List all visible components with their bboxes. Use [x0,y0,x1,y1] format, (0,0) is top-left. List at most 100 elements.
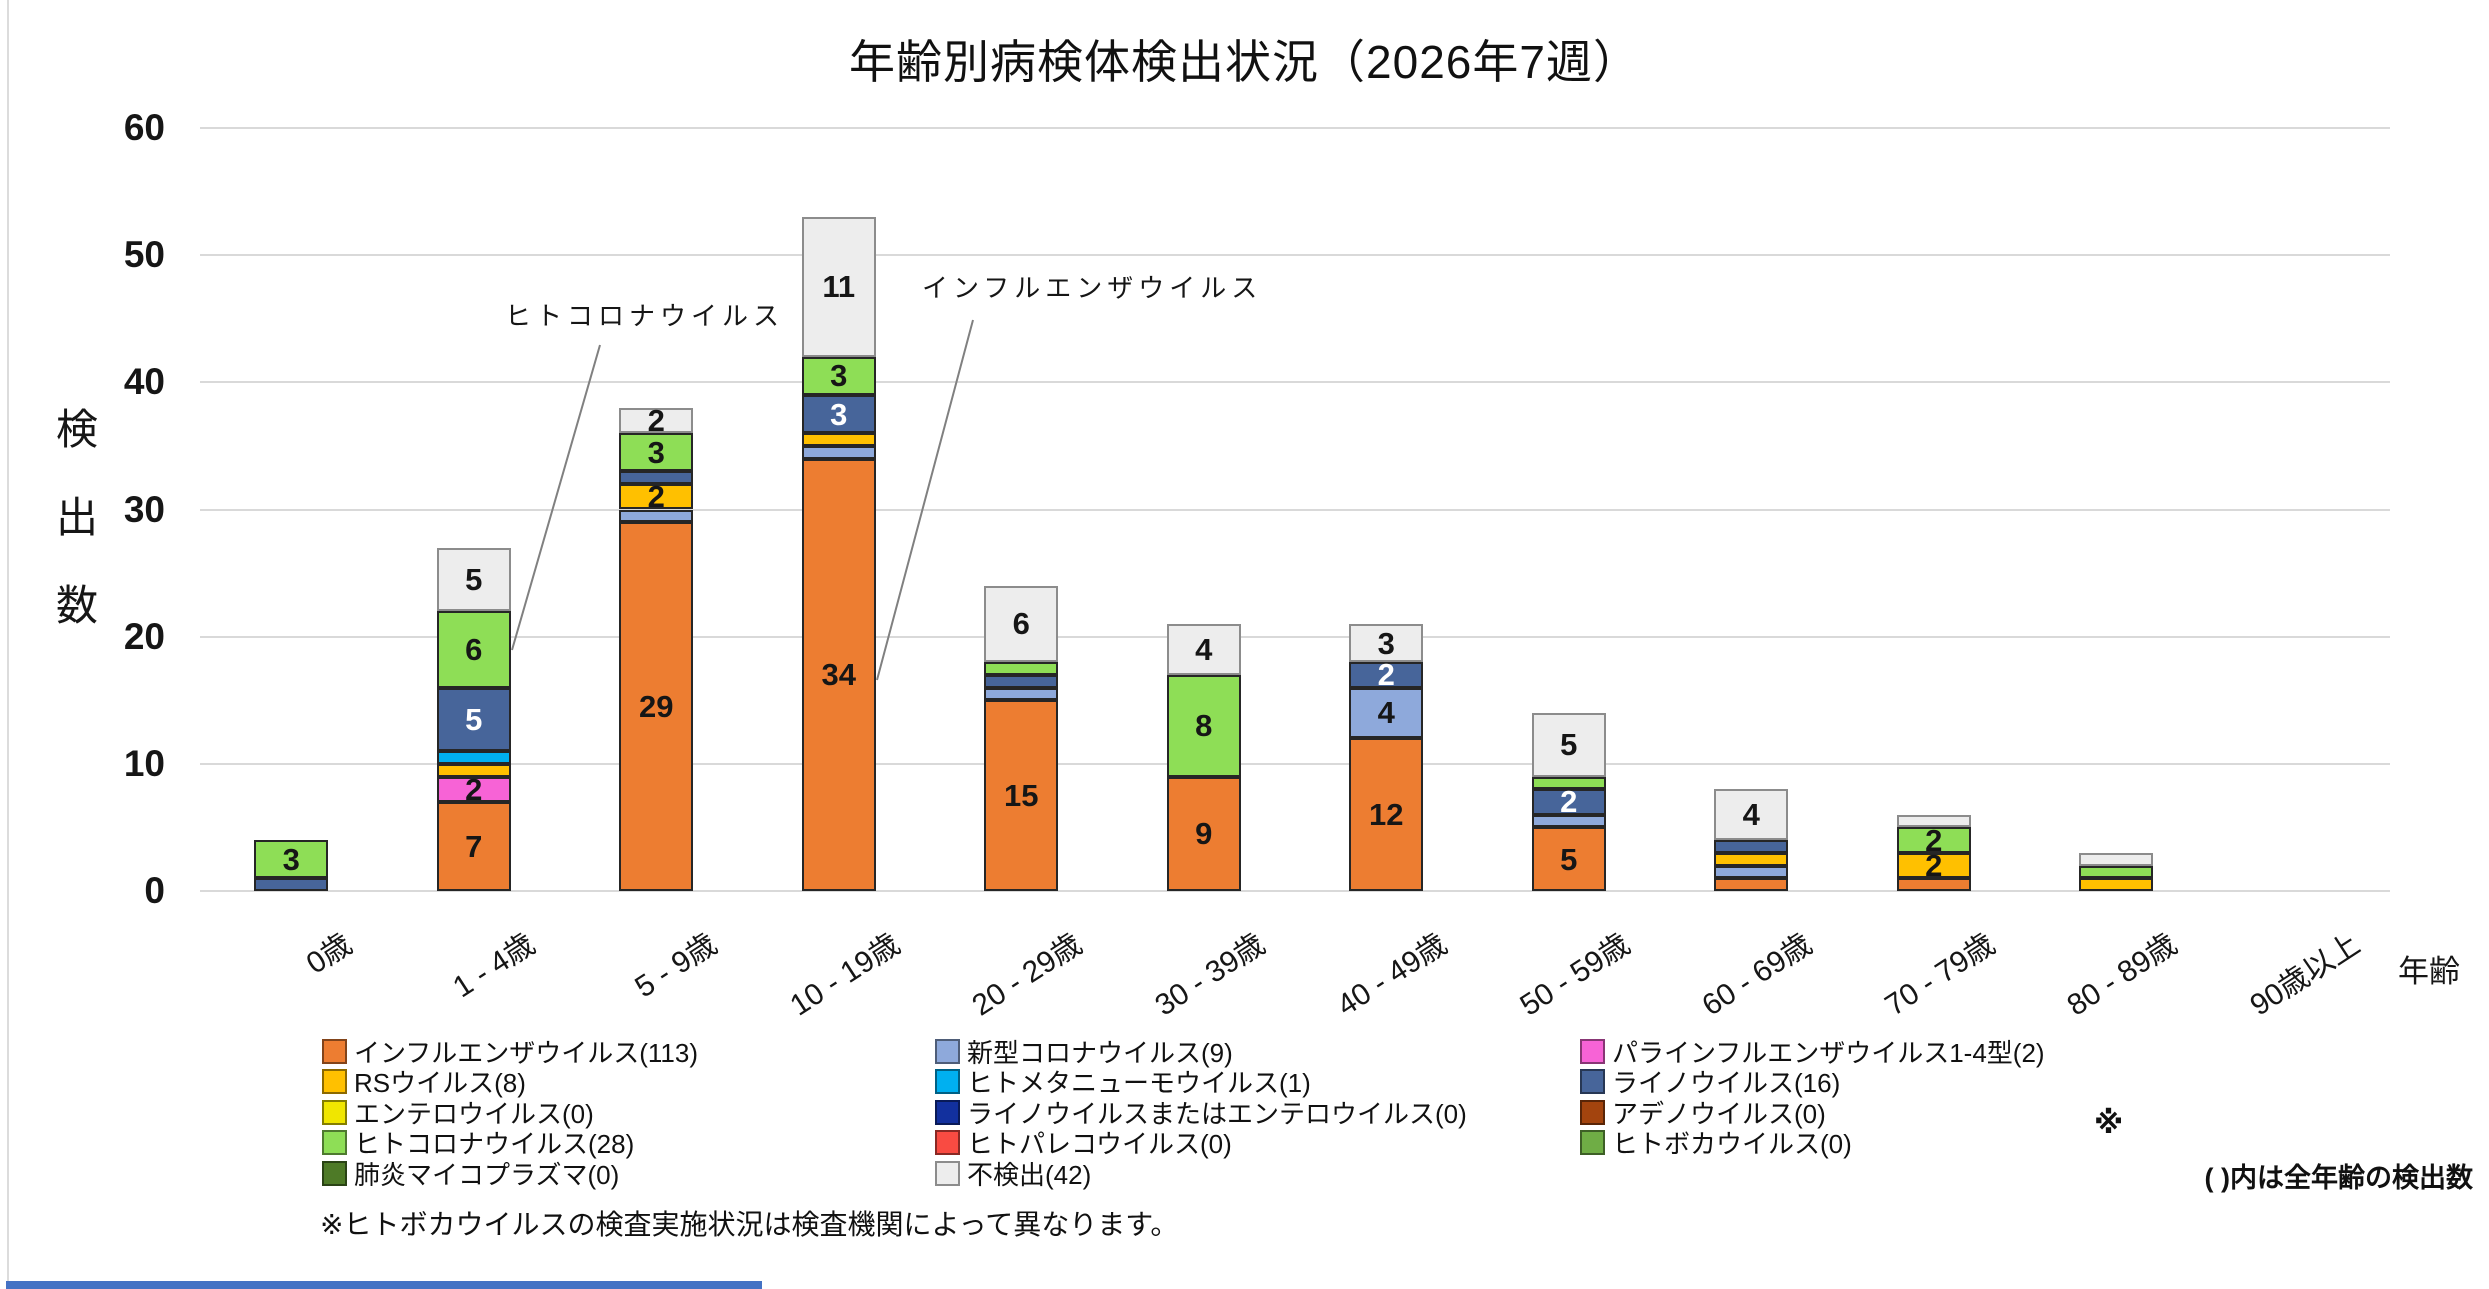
y-axis-title-char: 数 [55,582,98,629]
bar-segment-5-cat-2 [619,471,694,485]
legend-label-4: ヒトメタニューモウイルス(1) [967,1068,1311,1098]
gridline-y-30 [200,508,2390,511]
bar-segment-13-cat-4: 6 [984,585,1059,663]
bar-segment-3-cat-10 [2079,878,2154,891]
bar-segment-1-cat-6: 4 [1349,687,1424,739]
legend-swatch-11 [1580,1130,1605,1155]
leader-line-0 [511,344,601,651]
legend-item-10: ヒトパレコウイルス(0) [935,1128,1232,1159]
x-category-label-10: 80 - 89歳 [2061,927,2184,1023]
x-category-label-0: 0歳 [300,927,359,981]
bar-segment-1-cat-3 [801,445,876,459]
legend-swatch-0 [322,1038,347,1064]
legend-label-1: 新型コロナウイルス(9) [967,1037,1233,1068]
bar-segment-0-cat-4: 15 [984,700,1059,891]
bar-segment-3-cat-9: 2 [1896,850,1971,881]
legend-item-7: ライノウイルスまたはエンテロウイルス(0) [935,1097,1467,1129]
legend-label-11: ヒトボカウイルス(0) [1612,1129,1852,1159]
gridline-y-20 [200,635,2390,638]
x-category-label-11: 90歳以上 [2244,927,2366,1023]
bar-segment-5-cat-0 [254,878,329,891]
legend-item-12: 肺炎マイコプラズマ(0) [322,1158,619,1190]
y-tick-label-30: 30 [123,488,165,530]
bar-segment-3-cat-8 [1714,852,1789,866]
bar-segment-1-cat-2 [619,509,694,523]
legend-item-8: アデノウイルス(0) [1580,1097,1826,1129]
legend-item-9: ヒトコロナウイルス(28) [322,1128,634,1159]
legend-item-0: インフルエンザウイルス(113) [322,1036,698,1068]
legend-swatch-8 [1580,1099,1605,1125]
x-category-label-1: 1 - 4歳 [447,927,541,1005]
y-axis-title-char: 出 [55,494,98,541]
bar-segment-0-cat-2: 29 [619,522,694,891]
y-tick-label-10: 10 [123,742,165,784]
bar-segment-9-cat-2: 3 [619,433,694,472]
legend-label-3: RSウイルス(8) [354,1068,526,1098]
bar-segment-9-cat-9: 2 [1896,824,1971,856]
bar-segment-3-cat-1 [436,763,511,777]
bar-segment-13-cat-2: 2 [619,405,694,436]
gridline-y-40 [200,381,2390,384]
legend-swatch-2 [1580,1038,1605,1064]
legend-asterisk-mark: ※ [2094,1107,2124,1140]
bar-segment-9-cat-7 [1531,776,1606,790]
bar-segment-9-cat-4 [984,662,1059,675]
bar-segment-0-cat-6: 12 [1349,738,1424,891]
legend-item-13: 不検出(42) [935,1158,1091,1190]
bar-segment-0-cat-9 [1896,878,1971,891]
bar-segment-1-cat-7 [1531,814,1606,828]
bar-segment-9-cat-3: 3 [801,356,876,396]
legend-label-0: インフルエンザウイルス(113) [354,1037,698,1068]
legend-swatch-13 [935,1160,960,1186]
legend-label-7: ライノウイルスまたはエンテロウイルス(0) [967,1098,1467,1129]
legend-label-13: 不検出(42) [967,1159,1092,1190]
bar-segment-1-cat-4 [984,687,1059,701]
bar-segment-13-cat-9 [1896,814,1971,828]
legend-swatch-9 [322,1130,347,1155]
annotation-label-0: ヒトコロナウイルス [505,301,785,331]
bar-segment-13-cat-6: 3 [1349,623,1424,663]
bar-segment-5-cat-4 [984,674,1059,688]
y-tick-label-0: 0 [144,870,165,911]
y-tick-label-40: 40 [123,361,165,403]
x-category-label-2: 5 - 9歳 [629,927,724,1005]
legend-item-6: エンテロウイルス(0) [322,1097,594,1129]
x-category-label-7: 50 - 59歳 [1514,927,1636,1023]
legend-item-3: RSウイルス(8) [322,1067,526,1098]
bar-segment-0-cat-8 [1714,878,1789,891]
bar-segment-0-cat-5: 9 [1166,776,1241,891]
bar-segment-0-cat-3: 34 [801,458,876,891]
legend-label-5: ライノウイルス(16) [1612,1068,1841,1098]
legend-label-2: パラインフルエンザウイルス1-4型(2) [1612,1037,2045,1068]
bar-segment-13-cat-3: 11 [801,217,876,357]
chart-title: 年齢別病検体検出状況（2026年7週） [849,36,1640,88]
bar-segment-5-cat-8 [1714,840,1789,853]
legend-swatch-3 [322,1069,347,1094]
bar-segment-13-cat-7: 5 [1531,712,1606,777]
bar-segment-9-cat-1: 6 [436,611,511,688]
gridline-y-10 [200,762,2390,765]
bar-segment-3-cat-2: 2 [619,481,694,513]
legend-item-4: ヒトメタニューモウイルス(1) [935,1067,1311,1098]
bar-segment-9-cat-0: 3 [254,840,329,879]
y-axis-title: 検出数 [42,396,112,660]
bar-segment-0-cat-7: 5 [1531,827,1606,891]
x-axis-title: 年齢 [2398,954,2460,989]
bar-segment-5-cat-6: 2 [1349,659,1424,691]
bar-segment-4-cat-1 [436,751,511,764]
bar-segment-13-cat-5: 4 [1166,623,1241,675]
leader-line-1 [876,319,974,681]
legend-label-6: エンテロウイルス(0) [354,1098,594,1129]
x-category-label-9: 70 - 79歳 [1879,927,2001,1023]
legend-item-5: ライノウイルス(16) [1580,1067,1840,1098]
bar-segment-1-cat-8 [1714,865,1789,879]
bar-segment-5-cat-3: 3 [801,395,876,434]
bar-segment-5-cat-7: 2 [1531,786,1606,818]
bar-segment-13-cat-8: 4 [1714,789,1789,841]
legend-swatch-10 [935,1130,960,1155]
legend-label-9: ヒトコロナウイルス(28) [354,1129,635,1159]
legend-swatch-1 [935,1038,960,1064]
legend-swatch-12 [322,1160,347,1186]
legend-item-1: 新型コロナウイルス(9) [935,1036,1233,1068]
